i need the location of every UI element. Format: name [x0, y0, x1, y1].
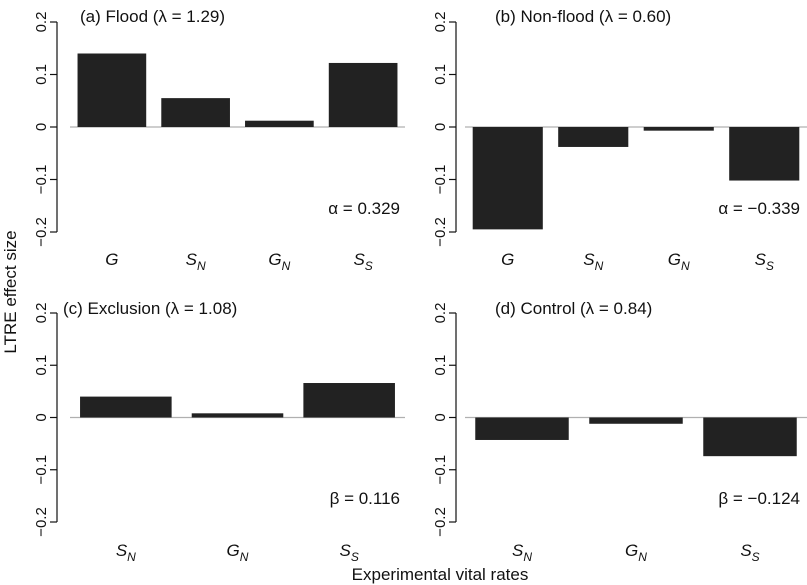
- x-tick-label: GN: [668, 250, 690, 273]
- y-tick-label: 0.1: [33, 64, 50, 85]
- x-tick-label: G: [105, 250, 118, 269]
- y-tick-label: 0: [33, 123, 50, 131]
- y-tick-label: 0.1: [33, 355, 50, 376]
- bar: [729, 127, 800, 181]
- y-tick-label: 0.2: [432, 303, 449, 324]
- panel-title: (a) Flood (λ = 1.29): [80, 7, 225, 26]
- x-tick-label: GN: [227, 541, 249, 564]
- panel-3: −0.2 −0.1 0 0.1 0.2 SN GN SS (d) Control (λ = 0.…: [432, 299, 807, 564]
- bar: [472, 127, 543, 230]
- bar: [703, 417, 797, 457]
- x-tick-label: SS: [339, 541, 358, 564]
- panel-1: −0.2 −0.1 0 0.1 0.2 G SN GN SS (b) Non-flood (λ =…: [432, 7, 807, 273]
- y-tick-label: −0.1: [432, 165, 449, 195]
- y-tick-label: 0: [432, 123, 449, 131]
- panel-title: (c) Exclusion (λ = 1.08): [63, 299, 237, 318]
- panel-annotation: β = 0.116: [330, 489, 400, 508]
- x-tick-label: SN: [583, 250, 603, 273]
- x-tick-label: SS: [740, 541, 759, 564]
- panel-0: −0.2 −0.1 0 0.1 0.2 G SN GN SS (a) Flood (λ = 1.2…: [33, 7, 405, 273]
- y-tick-label: 0.2: [33, 303, 50, 324]
- x-tick-label: SN: [512, 541, 532, 564]
- figure-ylabel: LTRE effect size: [1, 230, 20, 353]
- bar: [589, 417, 683, 424]
- y-tick-label: 0.1: [432, 355, 449, 376]
- y-tick-label: −0.2: [33, 217, 50, 247]
- x-tick-label: SS: [353, 250, 372, 273]
- y-tick-label: 0: [432, 413, 449, 421]
- x-tick-label: GN: [268, 250, 290, 273]
- panel-annotation: α = 0.329: [328, 199, 400, 218]
- figure-xlabel: Experimental vital rates: [352, 565, 529, 584]
- y-tick-label: −0.2: [33, 507, 50, 537]
- panel-2: −0.2 −0.1 0 0.1 0.2 SN GN SS (c) Exclusion (λ = …: [33, 299, 405, 564]
- x-tick-label: SN: [116, 541, 136, 564]
- y-tick-label: −0.2: [432, 507, 449, 537]
- bar: [328, 62, 398, 128]
- panels-group: −0.2 −0.1 0 0.1 0.2 G SN GN SS (a) Flood (λ = 1.2…: [33, 7, 807, 564]
- bar: [80, 396, 172, 418]
- y-tick-label: −0.1: [33, 455, 50, 485]
- x-tick-label: G: [501, 250, 514, 269]
- y-tick-label: 0: [33, 413, 50, 421]
- bar: [558, 127, 629, 147]
- bar: [245, 120, 314, 127]
- bar: [643, 127, 714, 131]
- y-tick-label: 0.2: [432, 12, 449, 33]
- panel-title: (b) Non-flood (λ = 0.60): [495, 7, 671, 26]
- y-tick-label: −0.1: [33, 165, 50, 195]
- bar: [77, 53, 147, 127]
- panel-annotation: β = −0.124: [718, 489, 800, 508]
- panel-title: (d) Control (λ = 0.84): [495, 299, 652, 318]
- y-tick-label: −0.2: [432, 217, 449, 247]
- x-tick-label: SN: [186, 250, 206, 273]
- y-tick-label: −0.1: [432, 455, 449, 485]
- x-tick-label: SS: [755, 250, 774, 273]
- bar: [475, 417, 569, 440]
- bar: [191, 413, 284, 418]
- bar: [161, 98, 230, 127]
- bar: [303, 383, 395, 418]
- y-tick-label: 0.1: [432, 64, 449, 85]
- x-tick-label: GN: [625, 541, 647, 564]
- y-tick-label: 0.2: [33, 12, 50, 33]
- panel-annotation: α = −0.339: [718, 199, 800, 218]
